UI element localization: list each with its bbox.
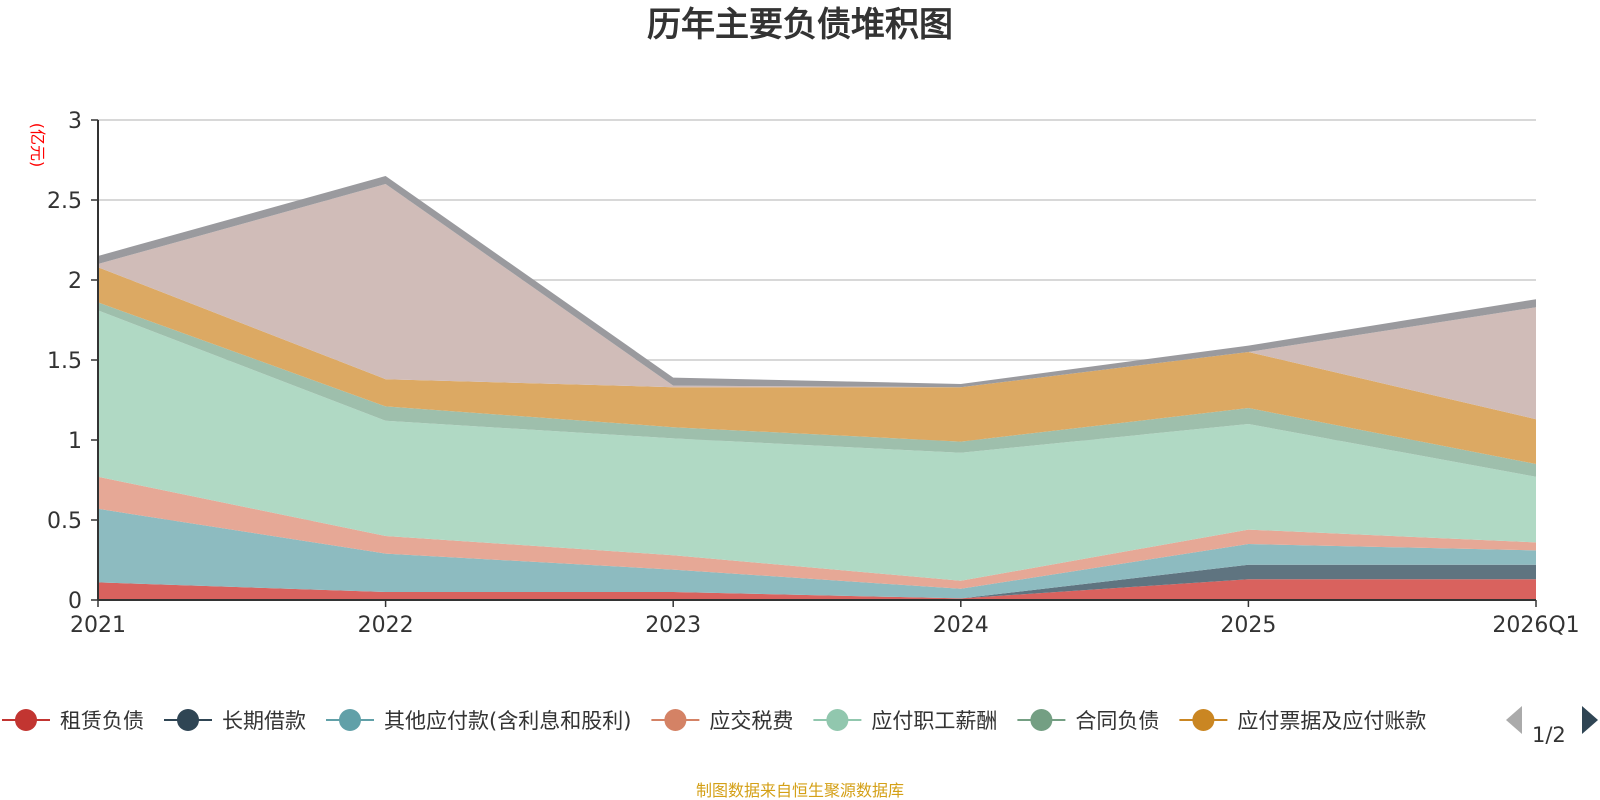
legend-pager: 1/2: [1506, 706, 1598, 747]
legend-item[interactable]: 应付职工薪酬: [813, 709, 997, 733]
area-series: 其他应付款(含利息和股利): [98, 508, 1536, 599]
legend-label: 租赁负债: [60, 709, 144, 733]
area-series: 其他: [98, 184, 1536, 420]
legend-item[interactable]: 租赁负债: [2, 709, 144, 733]
legend-next-page-icon[interactable]: [1582, 706, 1598, 734]
area-series: 租赁负债: [98, 579, 1536, 600]
legend-item[interactable]: 长期借款: [164, 709, 306, 733]
legend-label: 应付职工薪酬: [871, 709, 997, 733]
legend-label: 应付票据及应付账款: [1237, 709, 1426, 733]
area-series: 合同负债: [98, 302, 1536, 477]
y-tick-label: 2: [68, 269, 82, 294]
x-tick-label: 2025: [1220, 613, 1276, 638]
legend-marker-circle: [1030, 709, 1053, 731]
data-source-note: 制图数据来自恒生聚源数据库: [696, 781, 904, 800]
y-tick-label: 1.5: [47, 349, 82, 374]
legend-marker-circle: [1192, 709, 1215, 731]
legend-label: 应交税费: [709, 709, 793, 733]
area-series: 应付职工薪酬: [98, 310, 1536, 581]
legend-label: 其他应付款(含利息和股利): [384, 709, 631, 733]
y-tick-label: 3: [68, 109, 82, 134]
x-tick-label: 2022: [358, 613, 414, 638]
x-tick-label: 2026Q1: [1492, 613, 1579, 638]
legend-label: 长期借款: [222, 709, 306, 733]
legend-page-number: 1/2: [1532, 723, 1566, 747]
axes: 0 0.5 1 1.5 2 2.5 3 2021 2022 2023 2024 2025 2026Q1: [47, 109, 1580, 638]
area-series: 其他负债: [98, 176, 1536, 388]
area-series: 长期借款: [98, 564, 1536, 599]
y-tick-label: 1: [68, 429, 82, 454]
legend-marker-circle: [177, 709, 199, 731]
y-tick-label: 0.5: [47, 509, 82, 534]
legend-marker-circle: [15, 709, 37, 731]
legend-item[interactable]: 应付票据及应付账款: [1179, 709, 1426, 733]
legend-items: 租赁负债 长期借款 其他应付款(含利息和股利) 应交税费 应付职工薪酬 合同负债 应付票据及…: [2, 709, 1426, 733]
stacked-areas: 租赁负债长期借款其他应付款(含利息和股利)应交税费应付职工薪酬合同负债应付票据及…: [98, 176, 1536, 600]
x-tick-label: 2023: [645, 613, 701, 638]
y-tick-label: 0: [68, 589, 82, 614]
chart-title: 历年主要负债堆积图: [647, 5, 953, 45]
legend-marker-circle: [339, 709, 361, 731]
area-series: 应付票据及应付账款: [98, 267, 1536, 464]
y-tick-label: 2.5: [47, 189, 82, 214]
x-tick-label: 2021: [70, 613, 126, 638]
legend-label: 合同负债: [1075, 709, 1159, 733]
x-tick-label: 2024: [933, 613, 989, 638]
legend-item[interactable]: 合同负债: [1017, 709, 1159, 733]
legend-marker-circle: [826, 709, 849, 731]
y-axis-unit: (亿元): [28, 123, 47, 168]
legend-prev-page-icon[interactable]: [1506, 706, 1522, 734]
legend-marker-circle: [664, 709, 687, 731]
area-series: 应交税费: [98, 476, 1536, 589]
legend-item[interactable]: 其他应付款(含利息和股利): [326, 709, 631, 733]
legend: 租赁负债 长期借款 其他应付款(含利息和股利) 应交税费 应付职工薪酬 合同负债 应付票据及…: [2, 709, 1426, 733]
legend-item[interactable]: 应交税费: [651, 709, 793, 733]
